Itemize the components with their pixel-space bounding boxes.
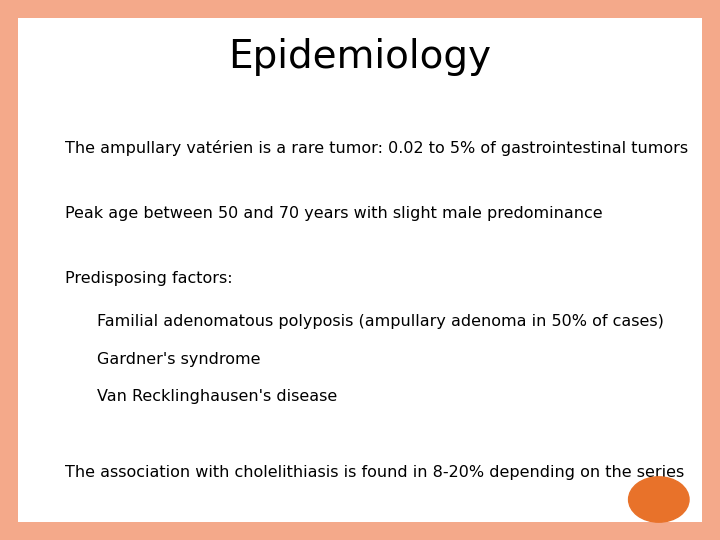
Text: Peak age between 50 and 70 years with slight male predominance: Peak age between 50 and 70 years with sl… <box>65 206 603 221</box>
Bar <box>0 522 720 540</box>
Bar <box>702 0 720 540</box>
Bar <box>0 0 18 540</box>
Text: The ampullary vatérien is a rare tumor: 0.02 to 5% of gastrointestinal tumors: The ampullary vatérien is a rare tumor: … <box>65 140 688 157</box>
Text: Van Recklinghausen's disease: Van Recklinghausen's disease <box>97 389 338 404</box>
Circle shape <box>629 477 689 522</box>
Text: Predisposing factors:: Predisposing factors: <box>65 271 233 286</box>
Text: The association with cholelithiasis is found in 8-20% depending on the series: The association with cholelithiasis is f… <box>65 465 684 480</box>
Text: Epidemiology: Epidemiology <box>228 38 492 76</box>
Text: Gardner's syndrome: Gardner's syndrome <box>97 352 261 367</box>
Bar <box>0 0 720 18</box>
Text: Familial adenomatous polyposis (ampullary adenoma in 50% of cases): Familial adenomatous polyposis (ampullar… <box>97 314 664 329</box>
